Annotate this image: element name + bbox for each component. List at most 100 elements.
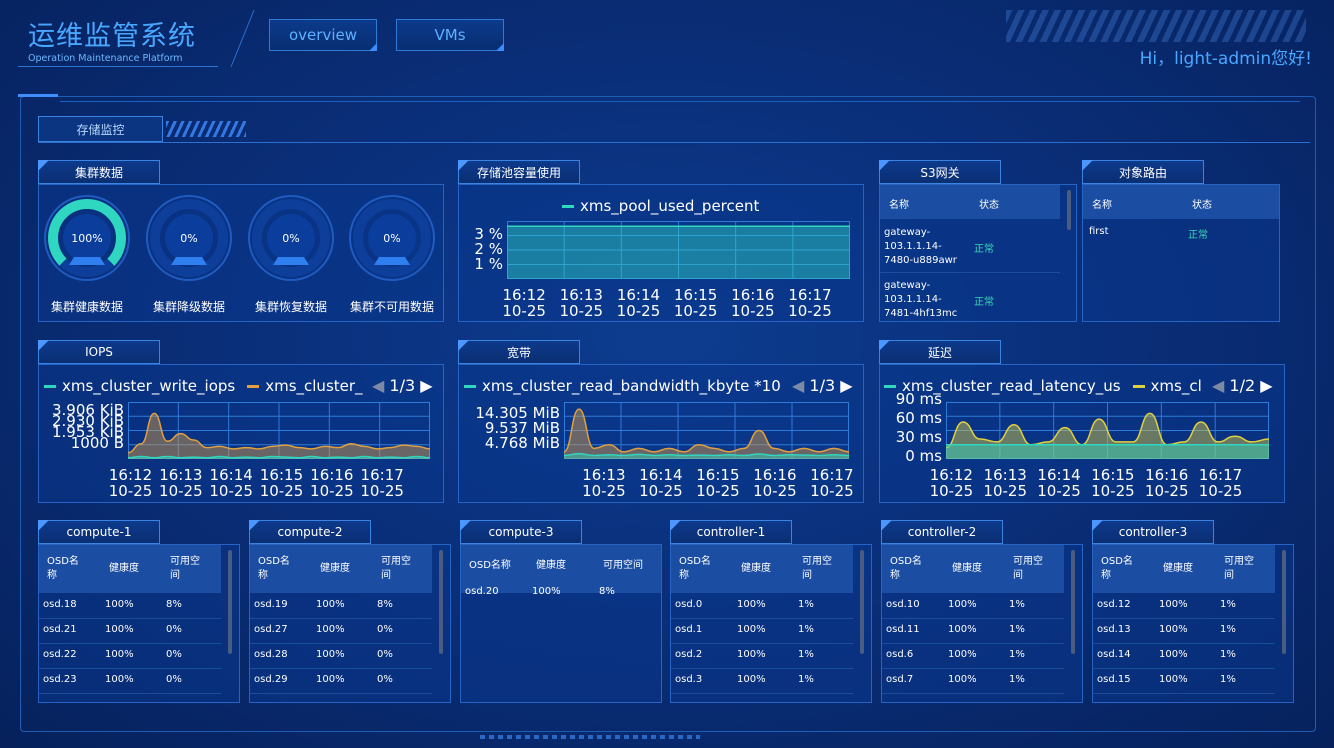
- chart-legend[interactable]: xms_cluster_read_latency_us xms_clu: [884, 377, 1202, 395]
- nav-tab-overview[interactable]: overview: [269, 19, 377, 51]
- row-divider: [39, 643, 221, 644]
- row-divider: [882, 693, 1064, 694]
- gauge-label: 集群不可用数据: [349, 300, 434, 314]
- gauge-track: [150, 199, 228, 277]
- osd-table-header: [1093, 545, 1275, 593]
- router-col-status: 状态: [1192, 200, 1212, 211]
- legend-item[interactable]: xms_cluster_write_iops: [44, 377, 235, 395]
- legend-swatch: [247, 385, 260, 388]
- gauge-1: 100%: [44, 195, 130, 281]
- pager-prev-icon[interactable]: ◀: [372, 376, 390, 395]
- pager-next-icon[interactable]: ▶: [1255, 376, 1273, 395]
- legend-item[interactable]: xms_clu: [1132, 377, 1202, 395]
- row-divider: [39, 693, 221, 694]
- osd-col-header: OSD名称: [890, 556, 922, 581]
- x-tick-label: 16:14 10-25: [616, 286, 661, 320]
- osd-cell: 1%: [798, 624, 814, 635]
- x-tick-label: 16:14 10-25: [1037, 466, 1081, 500]
- s3-row-status: 正常: [974, 244, 994, 255]
- cluster-panel-title: 集群数据: [38, 160, 160, 184]
- row-divider: [880, 272, 1060, 273]
- osd-scrollbar[interactable]: [1282, 550, 1286, 654]
- router-row-name: first: [1089, 226, 1109, 237]
- legend-label: xms_cluster_write_iops: [62, 377, 236, 395]
- tab-storage-monitor[interactable]: 存储监控: [38, 116, 163, 142]
- gauge-track: [353, 199, 431, 277]
- legend-item[interactable]: xms_pool_used_percent: [562, 197, 759, 215]
- osd-cell: osd.15: [1097, 674, 1131, 685]
- legend-item[interactable]: xms_cluster_read_latency_us: [884, 377, 1121, 395]
- osd-panel-title: compute-3: [460, 520, 582, 544]
- pager-next-icon[interactable]: ▶: [415, 376, 433, 395]
- gauge-4: 0%: [349, 195, 435, 281]
- legend-item[interactable]: xms_cluster_: [247, 377, 363, 395]
- osd-cell: 100%: [105, 674, 134, 685]
- osd-scrollbar[interactable]: [228, 550, 232, 654]
- row-divider: [671, 668, 853, 669]
- osd-cell: 1%: [1220, 674, 1236, 685]
- s3-col-name: 名称: [889, 200, 909, 211]
- s3-scrollbar[interactable]: [1067, 190, 1071, 230]
- chart-legend[interactable]: xms_pool_used_percent: [562, 197, 822, 215]
- chart-legend[interactable]: xms_cluster_read_bandwidth_kbyte *10: [464, 377, 809, 395]
- y-tick-label: 1.953 KiB: [51, 423, 124, 441]
- s3-row-name: gateway- 103.1.1.14- 7481-4hf13mc: [884, 280, 958, 319]
- osd-cell: 8%: [599, 586, 615, 597]
- legend-item[interactable]: xms_cluster_read_bandwidth_kbyte *10: [464, 377, 781, 395]
- osd-cell: 8%: [377, 599, 393, 610]
- osd-table-header: [882, 545, 1064, 593]
- osd-scrollbar[interactable]: [1071, 550, 1075, 654]
- gauge-outer-ring: [44, 195, 130, 281]
- row-divider: [39, 668, 221, 669]
- osd-cell: 0%: [166, 624, 182, 635]
- osd-cell: 100%: [948, 624, 977, 635]
- gauge-outer-ring: [349, 195, 435, 281]
- gauge-track: [252, 199, 330, 277]
- y-tick-label: 9.537 MiB: [484, 419, 560, 437]
- osd-col-header: 可用空间: [170, 556, 200, 581]
- osd-cell: 0%: [377, 674, 393, 685]
- legend-label: xms_clu: [1150, 377, 1202, 395]
- osd-cell: 0%: [377, 649, 393, 660]
- main-frame: [20, 96, 1316, 732]
- row-divider: [250, 618, 432, 619]
- header-decoration: [1006, 10, 1306, 42]
- gauge-value: 0%: [180, 232, 197, 245]
- osd-cell: 1%: [1220, 624, 1236, 635]
- s3-row-name: gateway- 103.1.1.14- 7480-u889awr: [884, 227, 957, 266]
- osd-col-header: OSD名称: [1101, 556, 1133, 581]
- row-divider: [1093, 618, 1275, 619]
- osd-scrollbar[interactable]: [439, 550, 443, 654]
- pager-prev-icon[interactable]: ◀: [1212, 376, 1230, 395]
- series-area: [564, 409, 849, 459]
- x-tick-label: 16:16 10-25: [1144, 466, 1189, 500]
- x-tick-label: 16:13 10-25: [983, 466, 1027, 500]
- osd-cell: osd.14: [1097, 649, 1131, 660]
- osd-cell: 100%: [737, 599, 766, 610]
- legend-swatch: [44, 385, 56, 388]
- osd-scrollbar[interactable]: [860, 550, 864, 654]
- y-tick-label: 60 ms: [895, 409, 942, 427]
- series-line: [564, 408, 849, 453]
- pager-prev-icon[interactable]: ◀: [792, 376, 810, 395]
- osd-cell: 100%: [316, 624, 345, 635]
- osd-cell: osd.3: [675, 674, 703, 685]
- osd-cell: osd.22: [43, 649, 77, 660]
- osd-cell: 100%: [1159, 649, 1188, 660]
- osd-cell: osd.6: [886, 649, 914, 660]
- gauge-base: [374, 257, 410, 265]
- x-tick-label: 16:13 10-25: [582, 466, 626, 500]
- user-greeting[interactable]: Hi，light-admin您好!: [1139, 49, 1312, 69]
- legend-label: xms_cluster_: [265, 377, 363, 395]
- osd-cell: 100%: [316, 674, 345, 685]
- bandwidth-panel-title: 宽带: [458, 340, 580, 364]
- pager-next-icon[interactable]: ▶: [835, 376, 853, 395]
- osd-col-header: 可用空间: [802, 556, 832, 581]
- gauge-2: 0%: [146, 195, 232, 281]
- osd-col-header: 可用空间: [381, 556, 411, 581]
- router-row-status: 正常: [1188, 230, 1208, 241]
- nav-tab-vms[interactable]: VMs: [396, 19, 504, 51]
- osd-cell: 1%: [1009, 649, 1025, 660]
- chart-legend[interactable]: xms_cluster_write_iops xms_cluster_: [44, 377, 369, 395]
- osd-cell: 0%: [377, 624, 393, 635]
